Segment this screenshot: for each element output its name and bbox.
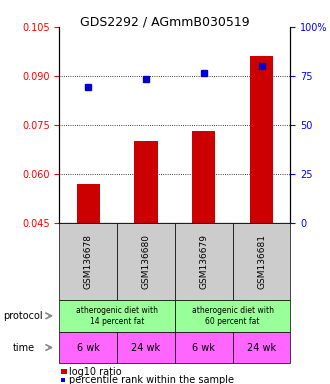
Text: percentile rank within the sample: percentile rank within the sample	[69, 375, 234, 384]
Text: protocol: protocol	[3, 311, 43, 321]
Text: GSM136679: GSM136679	[199, 233, 208, 289]
Text: atherogenic diet with
60 percent fat: atherogenic diet with 60 percent fat	[192, 306, 274, 326]
Text: 6 wk: 6 wk	[192, 343, 215, 353]
Text: 6 wk: 6 wk	[77, 343, 100, 353]
Text: GDS2292 / AGmmB030519: GDS2292 / AGmmB030519	[80, 15, 250, 28]
Text: GSM136681: GSM136681	[257, 233, 266, 289]
Text: 24 wk: 24 wk	[131, 343, 161, 353]
Text: atherogenic diet with
14 percent fat: atherogenic diet with 14 percent fat	[76, 306, 158, 326]
Text: time: time	[13, 343, 35, 353]
Bar	[135, 141, 158, 223]
Bar	[77, 184, 100, 223]
Text: log10 ratio: log10 ratio	[69, 367, 122, 377]
Text: GSM136678: GSM136678	[84, 233, 93, 289]
Text: 24 wk: 24 wk	[247, 343, 276, 353]
Bar	[250, 56, 273, 223]
Bar	[192, 131, 215, 223]
Text: GSM136680: GSM136680	[142, 233, 150, 289]
